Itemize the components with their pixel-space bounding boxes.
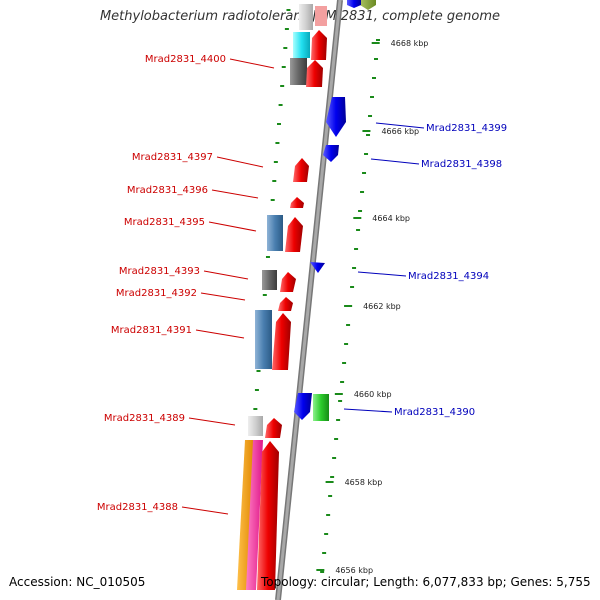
genome-backbone <box>275 0 343 600</box>
leader-line <box>229 58 275 69</box>
gene-label-mrad2831_4396[interactable]: Mrad2831_4396 <box>127 185 208 196</box>
gene-label-mrad2831_4391[interactable]: Mrad2831_4391 <box>111 325 192 336</box>
leader-line <box>357 271 407 277</box>
scale-ticks-right: 4668 kbp 4666 kbp 4664 kbp 4662 kbp 4660 kbp… <box>316 39 428 575</box>
gene-4392[interactable] <box>278 297 293 311</box>
gene-4393[interactable] <box>262 270 277 290</box>
leader-line <box>343 408 393 413</box>
gene-label-mrad2831_4397[interactable]: Mrad2831_4397 <box>132 152 213 163</box>
gene-4391[interactable] <box>255 310 272 369</box>
gene-4399[interactable] <box>326 97 346 137</box>
scale-label: 4668 kbp <box>391 39 429 48</box>
gene-4389[interactable] <box>248 416 263 436</box>
gene-label-mrad2831_4394[interactable]: Mrad2831_4394 <box>408 271 489 282</box>
gene-4393-arrow[interactable] <box>280 272 296 292</box>
gene-cyan-4400-a[interactable] <box>293 32 310 58</box>
gene-4389-arrow[interactable] <box>265 418 282 438</box>
gene-label-mrad2831_4389[interactable]: Mrad2831_4389 <box>104 413 185 424</box>
leader-line <box>211 189 259 199</box>
leader-line <box>188 417 236 426</box>
scale-label: 4664 kbp <box>372 214 410 223</box>
gene-4388[interactable] <box>257 441 279 590</box>
gene-4400-upper[interactable] <box>311 30 327 60</box>
leader-line <box>208 221 257 232</box>
gene-label-mrad2831_4392[interactable]: Mrad2831_4392 <box>116 288 197 299</box>
top-partial-features <box>299 0 376 30</box>
accession-text: Accession: NC_010505 <box>9 575 146 589</box>
leader-line <box>370 158 420 165</box>
gene-label-mrad2831_4390[interactable]: Mrad2831_4390 <box>394 407 475 418</box>
gene-label-mrad2831_4395[interactable]: Mrad2831_4395 <box>124 217 205 228</box>
gene-4396[interactable] <box>290 197 304 208</box>
gene-4388-pink[interactable] <box>246 440 263 590</box>
leader-line <box>181 506 229 515</box>
gene-label-mrad2831_4398[interactable]: Mrad2831_4398 <box>421 159 502 170</box>
gene-4388-orange[interactable] <box>237 440 254 590</box>
label-leader-lines <box>181 58 425 515</box>
gene-4400-arrow[interactable] <box>306 60 323 87</box>
leader-line <box>203 270 249 280</box>
gene-labels: Mrad2831_4400 Mrad2831_4397 Mrad2831_4396 M… <box>97 54 507 513</box>
topology-text: Topology: circular; Length: 6,077,833 bp… <box>261 575 591 589</box>
scale-label: 4656 kbp <box>335 566 373 575</box>
leader-line <box>200 292 246 301</box>
scale-label: 4660 kbp <box>354 390 392 399</box>
gene-4391-arrow[interactable] <box>272 313 291 370</box>
scale-label: 4662 kbp <box>363 302 401 311</box>
scale-label: 4666 kbp <box>381 127 419 136</box>
leader-line <box>375 122 425 129</box>
gene-4395[interactable] <box>267 215 283 251</box>
gene-4400[interactable] <box>290 58 307 85</box>
gene-features <box>237 30 346 590</box>
gene-4394[interactable] <box>310 262 325 273</box>
gene-label-mrad2831_4388[interactable]: Mrad2831_4388 <box>97 502 178 513</box>
gene-4395-arrow[interactable] <box>285 217 303 252</box>
gene-4390[interactable] <box>294 393 312 420</box>
gene-4398[interactable] <box>323 145 339 162</box>
gene-4390-green[interactable] <box>313 394 329 421</box>
gene-label-mrad2831_4399[interactable]: Mrad2831_4399 <box>426 123 507 134</box>
leader-line <box>195 329 245 339</box>
gene-label-mrad2831_4393[interactable]: Mrad2831_4393 <box>119 266 200 277</box>
leader-line <box>216 156 264 168</box>
scale-label: 4658 kbp <box>345 478 383 487</box>
gene-4397[interactable] <box>293 158 309 182</box>
gene-label-mrad2831_4400[interactable]: Mrad2831_4400 <box>145 54 226 65</box>
